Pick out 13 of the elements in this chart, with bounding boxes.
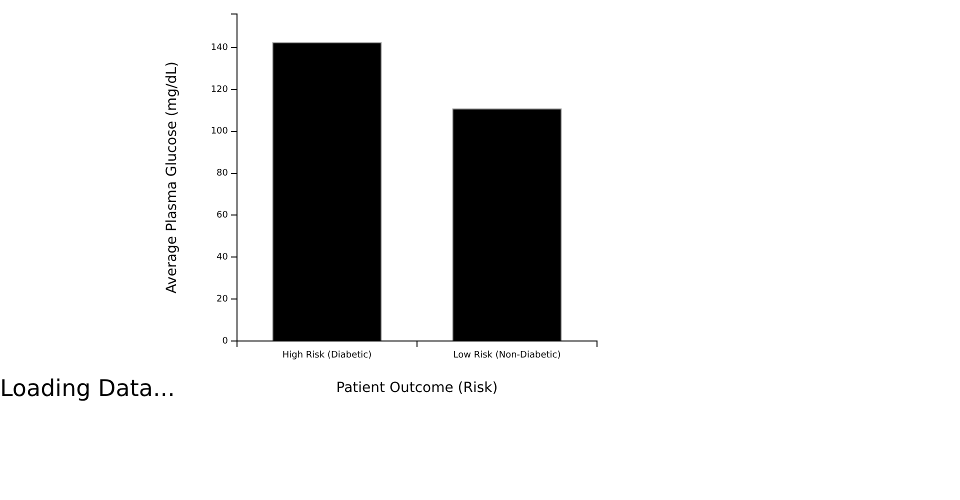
y-axis-title: Average Plasma Glucose (mg/dL) <box>164 62 180 294</box>
text: Loading Data... <box>0 376 175 402</box>
x-tick-label: Low Risk (Non-Diabetic) <box>453 350 561 361</box>
y-tick-label: 100 <box>210 126 228 137</box>
y-tick-label: 140 <box>210 42 228 53</box>
y-tick-label: 120 <box>210 84 228 95</box>
y-tick-label: 0 <box>222 336 228 346</box>
x-axis-title: Patient Outcome (Risk) <box>336 380 498 396</box>
y-tick-label: 20 <box>216 294 228 304</box>
x-tick-label: High Risk (Diabetic) <box>282 350 372 361</box>
y-tick-label: 80 <box>216 168 228 179</box>
y-tick-label: 60 <box>216 210 228 221</box>
y-tick-label: 40 <box>216 252 228 262</box>
